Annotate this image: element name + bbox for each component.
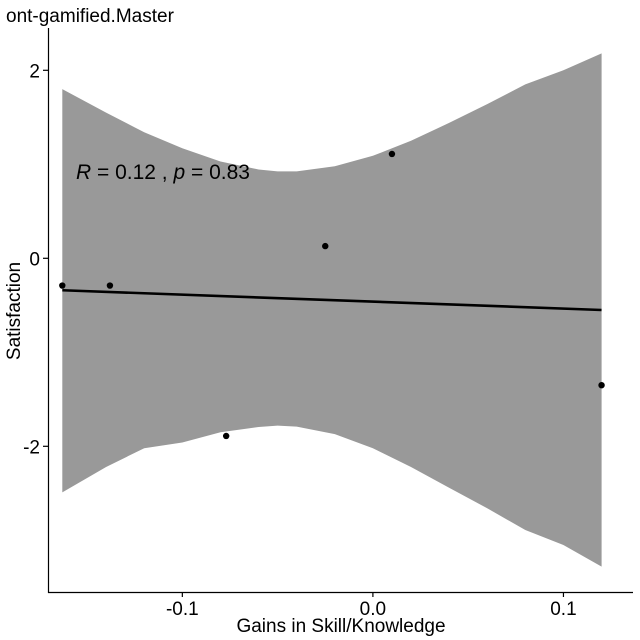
- y-axis-ticks: -2 0 2: [23, 61, 48, 458]
- confidence-band: [62, 53, 602, 567]
- data-point: [106, 282, 114, 289]
- fit-line: [62, 288, 602, 312]
- x-axis-ticks: -0.1 0.0 0.1: [166, 592, 577, 620]
- data-point: [388, 150, 396, 158]
- y-tick-label: 2: [29, 61, 40, 82]
- data-point: [322, 242, 329, 250]
- data-points: [59, 150, 605, 440]
- chart-title: ont-gamified.Master: [6, 6, 175, 27]
- y-axis-title: Satisfaction: [4, 262, 25, 360]
- r-p-annotation: R = 0.12 , p = 0.83: [76, 161, 250, 184]
- x-tick-label: -0.1: [166, 599, 199, 620]
- data-point: [598, 382, 605, 389]
- x-axis-title: Gains in Skill/Knowledge: [236, 616, 445, 637]
- y-tick-label: -2: [23, 437, 40, 458]
- data-point: [59, 282, 66, 289]
- data-point: [222, 432, 230, 440]
- x-tick-label: 0.0: [360, 599, 386, 620]
- x-tick-label: 0.1: [550, 599, 576, 620]
- y-tick-label: 0: [29, 249, 40, 270]
